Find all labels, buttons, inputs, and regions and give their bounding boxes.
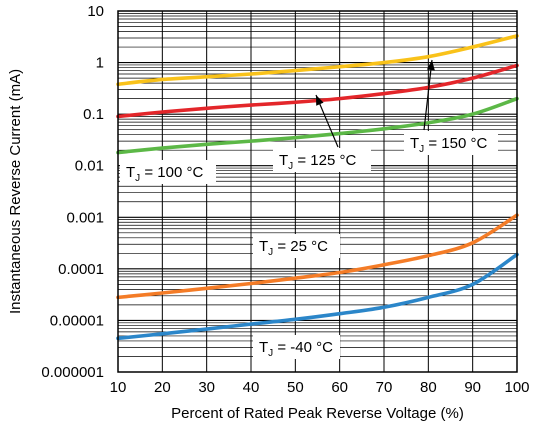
annotation-box [253, 234, 340, 258]
arrow-head [316, 95, 324, 106]
x-tick-label: 100 [504, 379, 529, 396]
y-tick-label: 10 [87, 3, 104, 20]
annotation-label: TJ = 150 °C [410, 135, 487, 155]
x-tick-label: 90 [464, 379, 481, 396]
annotation-box [273, 148, 371, 172]
series-annotation: TJ = 100 °C [120, 160, 216, 184]
annotation-label: TJ = 25 °C [259, 238, 328, 258]
series-lines [116, 34, 519, 341]
annotation-label: TJ = 100 °C [126, 164, 203, 184]
y-tick-label: 0.00001 [50, 312, 104, 329]
x-tick-labels: 10 20 30 40 50 60 70 80 90 100 [110, 379, 530, 396]
annotation-label: TJ = 125 °C [279, 152, 356, 172]
x-axis-title: Percent of Rated Peak Reverse Voltage (%… [171, 405, 464, 422]
x-tick-label: 40 [243, 379, 260, 396]
y-tick-label: 0.1 [83, 106, 104, 123]
series-annotation: TJ = 150 °C [404, 59, 498, 155]
y-tick-label: 0.001 [66, 209, 104, 226]
series-annotation: TJ = -40 °C [253, 335, 340, 359]
x-tick-label: 60 [331, 379, 348, 396]
y-tick-label: 0.0001 [58, 261, 104, 278]
annotations: TJ = 150 °C TJ = 125 °C TJ = 100 °C TJ = 25… [120, 59, 498, 359]
series-line [116, 213, 519, 300]
series-annotation: TJ = 25 °C [253, 234, 340, 258]
annotation-arrow [423, 59, 433, 131]
annotation-box [120, 160, 216, 184]
x-tick-label: 80 [420, 379, 437, 396]
series-line [116, 252, 519, 341]
x-tick-label: 20 [154, 379, 171, 396]
y-tick-labels: 0.000001 0.00001 0.0001 0.001 0.01 0.1 1 10 [41, 3, 104, 381]
series-line [116, 96, 519, 155]
x-tick-label: 30 [198, 379, 215, 396]
plot-frame [117, 10, 518, 373]
x-tick-label: 50 [287, 379, 304, 396]
annotation-label: TJ = -40 °C [259, 339, 333, 359]
y-tick-label: 0.01 [75, 158, 104, 175]
x-tick-label: 10 [110, 379, 127, 396]
series-line [116, 34, 519, 87]
series-annotation: TJ = 125 °C [273, 94, 371, 172]
y-tick-label: 0.000001 [41, 364, 104, 381]
series-line [116, 63, 519, 119]
y-tick-label: 1 [96, 55, 104, 72]
y-axis-title: Instantaneous Reverse Current (mA) [7, 69, 24, 314]
arrow-head [426, 60, 435, 71]
annotation-box [404, 131, 498, 155]
annotation-box [253, 335, 340, 359]
x-tick-label: 70 [376, 379, 393, 396]
